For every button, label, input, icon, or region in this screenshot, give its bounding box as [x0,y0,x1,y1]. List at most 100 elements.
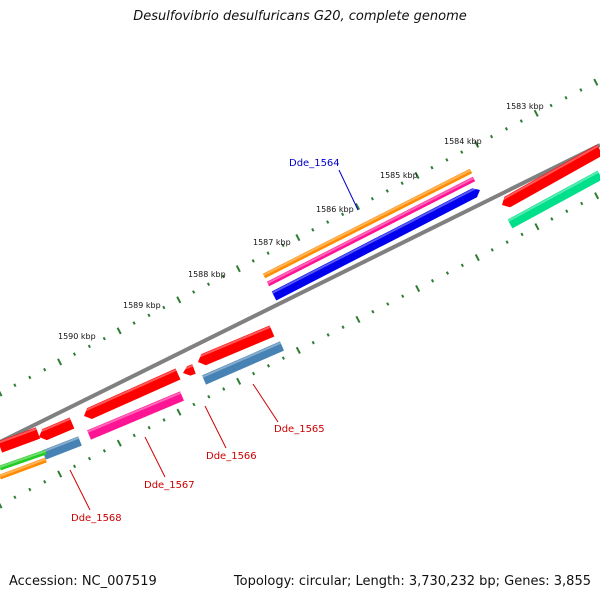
tick-mark [341,325,345,329]
tick-mark [132,321,136,325]
tick-mark [355,315,361,324]
tick-mark [87,456,92,461]
tick-mark [430,165,434,170]
label-leaders [69,169,359,511]
gene-bar-dde-1568 [42,436,82,460]
tick-mark [222,387,226,391]
gene-bar-dde-1565 [195,325,275,366]
tick-mark [474,140,480,148]
tick-mark [341,212,345,217]
gene-bar-orange-left [0,457,47,480]
tick-mark [385,189,389,193]
tick-mark [594,192,600,200]
tick-mark [28,375,32,380]
tick-mark [401,294,405,299]
gene-bar-steelblue-1565 [202,341,284,385]
tick-mark [176,408,182,416]
gene-bar-magenta [266,176,476,287]
tick-mark [415,284,421,293]
tick-mark [311,228,315,232]
gene-bar-red-1568 [36,417,75,441]
tick-mark [550,217,554,221]
gene-bar-orange [262,168,473,279]
tick-mark [579,88,583,92]
tick-label: 1589 kbp [123,301,161,310]
tick-label: 1587 kbp [253,238,291,247]
tick-mark [87,344,91,349]
tick-mark [0,502,3,509]
tick-mark [460,263,464,268]
tick-mark [43,367,47,372]
tick-mark [460,150,464,154]
gene-bar-red-right [499,144,600,208]
tick-mark [593,78,599,86]
tick-mark [354,202,360,211]
tick-mark [116,439,122,447]
tick-mark [176,296,182,304]
tick-mark [371,309,375,314]
tick-mark [281,243,285,248]
tick-mark [132,433,136,438]
gene-bar-aquamarine-right [507,170,600,229]
tick-mark [445,271,450,275]
tick-mark [162,305,166,310]
tick-mark [490,248,494,252]
tick-mark [236,377,242,385]
leader-line [338,169,359,211]
tick-mark [520,232,524,237]
tick-mark [580,201,584,206]
tick-mark [281,356,285,360]
tick-mark [266,364,271,368]
accession-text: Accession: NC_007519 [9,574,157,589]
gene-bar-dde-1567 [87,391,184,440]
gene-features [0,144,600,480]
tick-mark [533,109,539,117]
gene-label: Dde_1568 [71,513,122,524]
gene-bar-red-left [0,427,41,453]
tick-mark [235,265,241,273]
tick-mark [192,402,196,407]
tick-labels: 1583 kbp 1584 kbp 1585 kbp 1586 kbp 1587 kbp… [58,102,544,341]
tick-label: 1585 kbp [380,171,418,180]
gene-label: Dde_1566 [206,451,257,462]
tick-mark [400,181,404,185]
tick-mark [206,282,211,287]
leader-line [69,469,91,511]
tick-mark [147,313,151,318]
tick-mark [295,234,301,242]
tick-mark [489,134,494,139]
tick-marks [0,78,600,509]
tick-label: 1584 kbp [444,137,482,146]
map-title: Desulfovibrio desulfuricans G20, complet… [133,9,467,24]
tick-mark [0,390,3,397]
tick-mark [102,449,106,453]
tick-mark [251,371,256,376]
tick-mark [519,119,523,123]
tick-mark [266,251,270,255]
tick-mark [43,480,47,484]
tick-mark [28,487,32,492]
tick-mark [505,240,509,244]
tick-label: 1588 kbp [188,270,226,279]
tick-mark [192,290,196,294]
tick-mark [370,196,374,201]
gene-bar-red-1567 [81,368,181,420]
tick-mark [147,425,151,430]
topology-text: Topology: circular; Length: 3,730,232 bp… [233,574,591,589]
tick-mark [102,336,106,341]
tick-mark [445,158,449,162]
tick-mark [13,383,17,388]
gene-label: Dde_1564 [289,158,340,169]
tick-mark [414,171,420,179]
tick-mark [251,259,255,263]
leader-line [252,383,279,423]
tick-mark [162,418,166,422]
genome-backbone [0,143,600,444]
tick-mark [13,495,17,500]
tick-mark [116,327,122,335]
tick-mark [549,103,553,108]
gene-label: Dde_1567 [144,480,195,491]
tick-mark [295,346,301,354]
tick-mark [386,302,390,306]
tick-mark [57,470,63,478]
